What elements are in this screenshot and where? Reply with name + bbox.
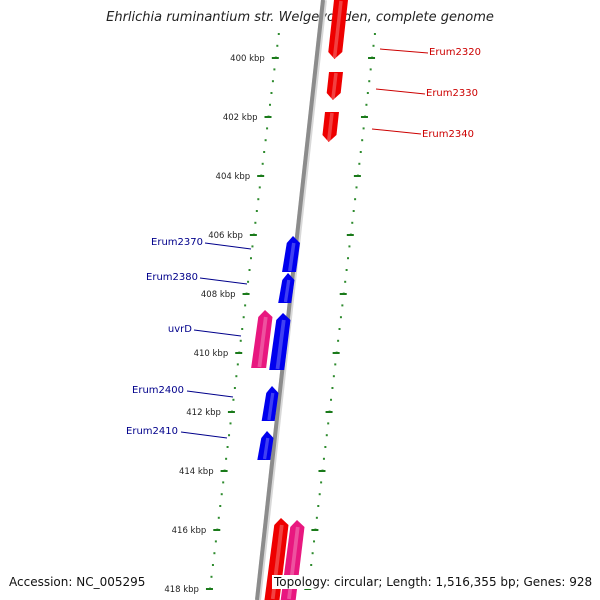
gene-erum2380 (278, 273, 295, 303)
gene-erum2330 (326, 72, 343, 100)
scale-label: 406 kbp (208, 231, 243, 241)
scale-label: 412 kbp (186, 408, 221, 418)
gene-label: Erum2380 (146, 272, 198, 283)
gene-label: Erum2330 (426, 88, 478, 99)
scale-label: 410 kbp (194, 349, 229, 359)
scale-label: 418 kbp (164, 585, 199, 595)
scale-label: 416 kbp (172, 526, 207, 536)
gene-erum2410-shine (262, 437, 270, 460)
gene-erum2380-shine (283, 279, 291, 303)
gene-erum2400 (261, 386, 279, 421)
gene-erum2320-body (328, 0, 348, 59)
gene-label: Erum2340 (422, 129, 474, 140)
gene-erum2410 (257, 431, 274, 460)
gene-erum2340 (322, 112, 339, 142)
gene-uvrd-body (269, 313, 291, 370)
gene-label: Erum2370 (151, 237, 203, 248)
outer-tick-ring (304, 33, 376, 590)
gene-erum2330-body (326, 72, 343, 100)
gene-label: Erum2410 (126, 426, 178, 437)
gene-erum2400-shine (267, 392, 275, 421)
gene-lower-red-body (264, 518, 289, 600)
gene-uvrd (269, 313, 291, 370)
gene-erum2340-shine (326, 112, 334, 142)
label-leader-line (186, 390, 234, 398)
scale-label: 408 kbp (201, 290, 236, 300)
gene-labels: Erum2320 Erum2330 Erum2340 Erum2370 Erum2380… (126, 47, 481, 439)
accession-text: Accession: NC_005295 (9, 575, 146, 589)
gene-label: Erum2320 (429, 47, 481, 58)
gene-erum2340-body (322, 112, 339, 142)
gene-erum2320-shine (332, 0, 343, 59)
label-leader-line (180, 431, 228, 439)
genome-summary-text: Topology: circular; Length: 1,516,355 bp… (272, 575, 593, 589)
gene-erum2380-body (278, 273, 295, 303)
label-leader-line (375, 88, 426, 95)
scale-label: 404 kbp (216, 172, 251, 182)
scale-label: 402 kbp (223, 113, 258, 123)
gene-erum2410-body (257, 431, 274, 460)
gene-label: uvrD (168, 324, 192, 335)
gene-erum2370 (282, 236, 300, 272)
gene-erum2370-shine (288, 242, 296, 272)
map-title: Ehrlichia ruminantium str. Welgevonden, … (106, 10, 494, 25)
gene-erum2370-body (282, 236, 300, 272)
cds-uvrd (251, 310, 273, 368)
label-leader-line (371, 128, 422, 135)
cds-uvrd-shine (257, 316, 268, 368)
label-leader-line (199, 277, 248, 285)
cds-uvrd-body (251, 310, 273, 368)
gene-erum2320 (328, 0, 348, 59)
gene-uvrd-shine (275, 319, 286, 370)
gene-erum2330-shine (331, 72, 338, 100)
gene-label: Erum2400 (132, 385, 184, 396)
inner-tick-ring: 400 kbp 402 kbp 404 kbp 406 kbp 408 kbp 410 k… (164, 33, 280, 595)
scale-label: 400 kbp (230, 54, 265, 64)
scale-label: 414 kbp (179, 467, 214, 477)
label-leader-line (379, 48, 429, 54)
label-leader-line (204, 242, 252, 250)
label-leader-line (193, 329, 242, 337)
gene-erum2400-body (261, 386, 279, 421)
